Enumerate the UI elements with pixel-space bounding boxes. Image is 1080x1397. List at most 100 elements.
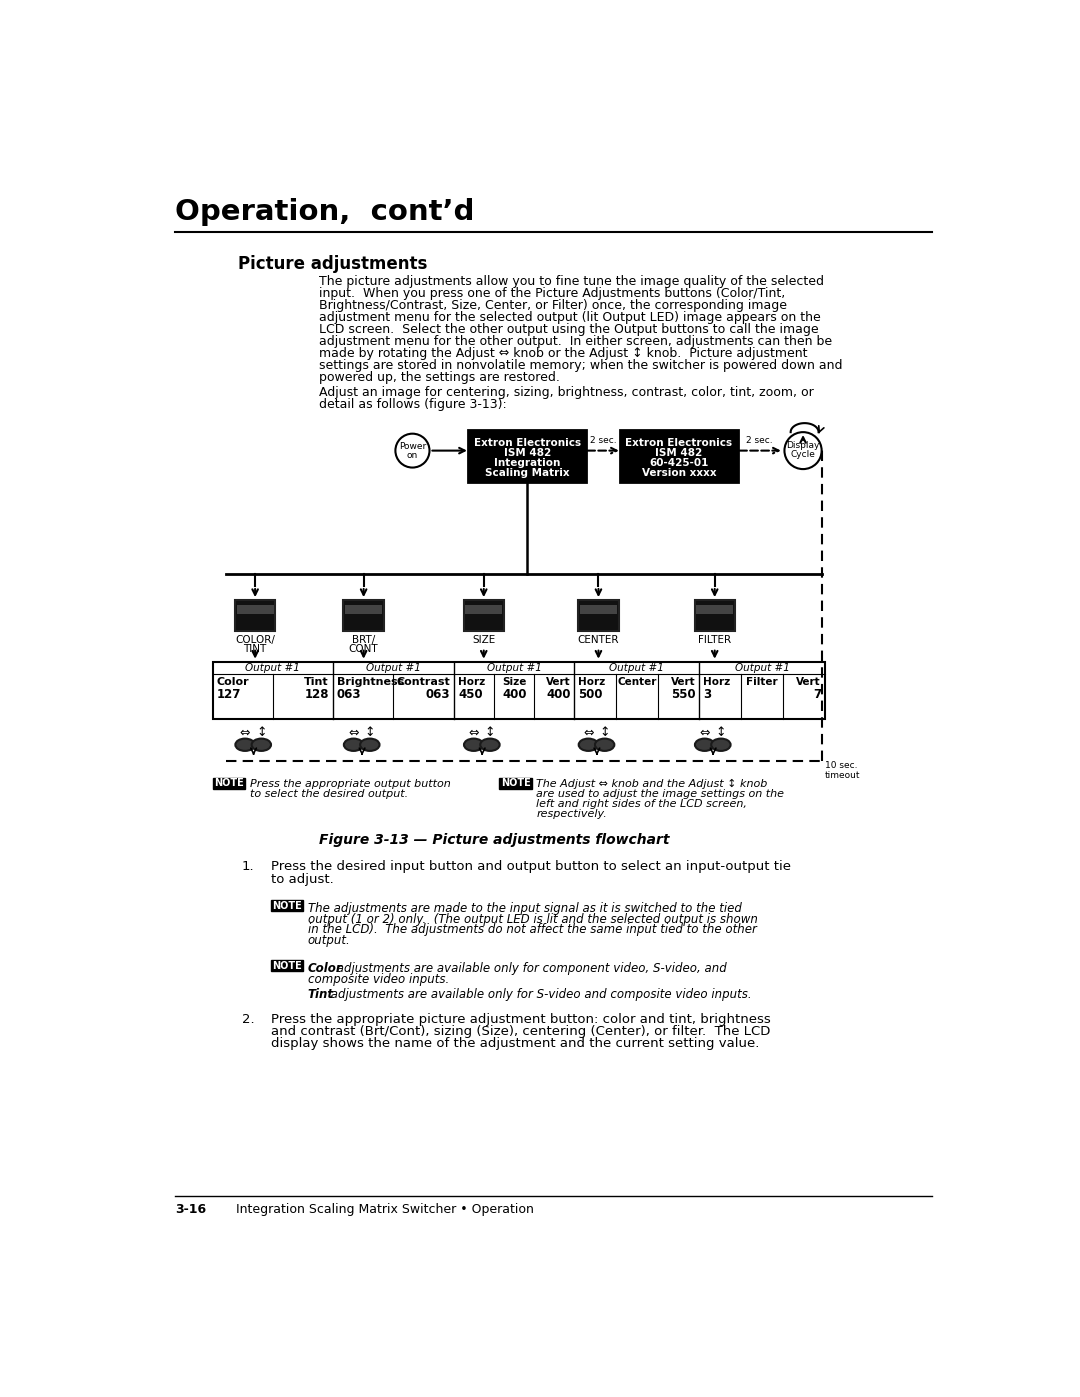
Text: Cycle: Cycle: [791, 450, 815, 460]
FancyBboxPatch shape: [237, 605, 273, 613]
FancyBboxPatch shape: [499, 778, 531, 789]
Text: Color: Color: [216, 678, 249, 687]
FancyBboxPatch shape: [463, 599, 504, 631]
Text: powered up, the settings are restored.: powered up, the settings are restored.: [320, 372, 561, 384]
Text: NOTE: NOTE: [272, 901, 301, 911]
Text: ↕: ↕: [599, 726, 610, 739]
Text: Press the desired input button and output button to select an input-output tie: Press the desired input button and outpu…: [271, 861, 791, 873]
Text: Scaling Matrix: Scaling Matrix: [485, 468, 569, 478]
Text: 3: 3: [703, 687, 712, 701]
Text: 550: 550: [671, 687, 696, 701]
Text: respectively.: respectively.: [537, 809, 607, 820]
Text: Version xxxx: Version xxxx: [642, 468, 716, 478]
Ellipse shape: [464, 739, 484, 752]
Text: Tint: Tint: [308, 988, 334, 1002]
Text: ISM 482: ISM 482: [656, 447, 703, 458]
Text: Color: Color: [308, 963, 342, 975]
Text: Brightness/Contrast, Size, Center, or Filter) once, the corresponding image: Brightness/Contrast, Size, Center, or Fi…: [320, 299, 787, 313]
Text: Press the appropriate output button: Press the appropriate output button: [249, 780, 450, 789]
Text: Output #1: Output #1: [366, 664, 421, 673]
Circle shape: [784, 432, 822, 469]
Text: settings are stored in nonvolatile memory; when the switcher is powered down and: settings are stored in nonvolatile memor…: [320, 359, 843, 372]
Text: Vert: Vert: [796, 678, 821, 687]
FancyBboxPatch shape: [469, 430, 586, 482]
Text: to adjust.: to adjust.: [271, 873, 334, 886]
Text: SIZE: SIZE: [472, 636, 496, 645]
FancyBboxPatch shape: [235, 599, 275, 631]
Text: Extron Electronics: Extron Electronics: [474, 437, 581, 447]
Text: ⇔: ⇔: [700, 726, 710, 739]
Text: Size: Size: [502, 678, 527, 687]
Text: 10 sec.
timeout: 10 sec. timeout: [825, 761, 861, 781]
Text: NOTE: NOTE: [272, 961, 301, 971]
Text: on: on: [407, 451, 418, 460]
Text: Operation,  cont’d: Operation, cont’d: [175, 197, 475, 226]
Text: Output #1: Output #1: [734, 664, 789, 673]
Text: made by rotating the Adjust ⇔ knob or the Adjust ↕ knob.  Picture adjustment: made by rotating the Adjust ⇔ knob or th…: [320, 346, 808, 360]
Text: ↕: ↕: [485, 726, 496, 739]
Text: 500: 500: [578, 687, 603, 701]
Text: 60-425-01: 60-425-01: [649, 458, 708, 468]
Ellipse shape: [360, 739, 379, 752]
Text: ↕: ↕: [365, 726, 375, 739]
Text: in the LCD).  The adjustments do not affect the same input tied to the other: in the LCD). The adjustments do not affe…: [308, 923, 757, 936]
Text: ISM 482: ISM 482: [503, 447, 551, 458]
Text: Filter: Filter: [746, 678, 778, 687]
Text: LCD screen.  Select the other output using the Output buttons to call the image: LCD screen. Select the other output usin…: [320, 323, 819, 337]
FancyBboxPatch shape: [620, 430, 738, 482]
Text: CONT: CONT: [349, 644, 378, 654]
Ellipse shape: [481, 739, 500, 752]
Text: Power: Power: [399, 443, 427, 451]
Text: Contrast: Contrast: [396, 678, 450, 687]
Text: Picture adjustments: Picture adjustments: [238, 256, 428, 274]
Text: ↕: ↕: [716, 726, 726, 739]
Text: Horz: Horz: [578, 678, 606, 687]
Text: adjustments are available only for component video, S-video, and: adjustments are available only for compo…: [334, 963, 727, 975]
Text: adjustment menu for the other output.  In either screen, adjustments can then be: adjustment menu for the other output. In…: [320, 335, 833, 348]
Text: Vert: Vert: [671, 678, 696, 687]
Text: CENTER: CENTER: [578, 636, 619, 645]
Text: NOTE: NOTE: [214, 778, 244, 788]
Text: 063: 063: [426, 687, 450, 701]
Text: detail as follows (figure 3-13):: detail as follows (figure 3-13):: [320, 398, 508, 411]
FancyBboxPatch shape: [580, 605, 617, 613]
Text: ⇔: ⇔: [469, 726, 478, 739]
Text: The Adjust ⇔ knob and the Adjust ↕ knob: The Adjust ⇔ knob and the Adjust ↕ knob: [537, 780, 768, 789]
Text: 128: 128: [305, 687, 328, 701]
Text: adjustments are available only for S-video and composite video inputs.: adjustments are available only for S-vid…: [327, 988, 752, 1002]
FancyBboxPatch shape: [271, 960, 303, 971]
Text: output.: output.: [308, 935, 351, 947]
FancyBboxPatch shape: [697, 605, 733, 613]
Text: 063: 063: [337, 687, 361, 701]
Text: 2 sec.: 2 sec.: [590, 436, 617, 446]
Text: Brightness: Brightness: [337, 678, 404, 687]
Text: NOTE: NOTE: [501, 778, 530, 788]
Text: 3-16: 3-16: [175, 1203, 206, 1217]
Text: ↕: ↕: [256, 726, 267, 739]
FancyBboxPatch shape: [578, 599, 619, 631]
Ellipse shape: [235, 739, 255, 752]
Ellipse shape: [694, 739, 714, 752]
Text: output (1 or 2) only.  (The output LED is lit and the selected output is shown: output (1 or 2) only. (The output LED is…: [308, 912, 758, 926]
FancyBboxPatch shape: [213, 778, 245, 789]
Text: 7: 7: [813, 687, 821, 701]
Text: 2 sec.: 2 sec.: [746, 436, 773, 446]
Text: COLOR/: COLOR/: [235, 636, 275, 645]
Ellipse shape: [579, 739, 598, 752]
Ellipse shape: [712, 739, 730, 752]
FancyBboxPatch shape: [271, 900, 303, 911]
Text: Extron Electronics: Extron Electronics: [625, 437, 732, 447]
Text: ⇔: ⇔: [348, 726, 359, 739]
FancyBboxPatch shape: [345, 605, 382, 613]
Text: input.  When you press one of the Picture Adjustments buttons (Color/Tint,: input. When you press one of the Picture…: [320, 288, 786, 300]
Text: Integration Scaling Matrix Switcher • Operation: Integration Scaling Matrix Switcher • Op…: [235, 1203, 534, 1217]
Text: Horz: Horz: [703, 678, 730, 687]
Text: left and right sides of the LCD screen,: left and right sides of the LCD screen,: [537, 799, 747, 809]
FancyBboxPatch shape: [213, 662, 825, 718]
Text: Output #1: Output #1: [245, 664, 300, 673]
Text: 400: 400: [546, 687, 570, 701]
Text: Figure 3-13 — Picture adjustments flowchart: Figure 3-13 — Picture adjustments flowch…: [320, 833, 670, 848]
Text: BRT/: BRT/: [352, 636, 375, 645]
Text: ⇔: ⇔: [240, 726, 251, 739]
Text: ⇔: ⇔: [583, 726, 594, 739]
